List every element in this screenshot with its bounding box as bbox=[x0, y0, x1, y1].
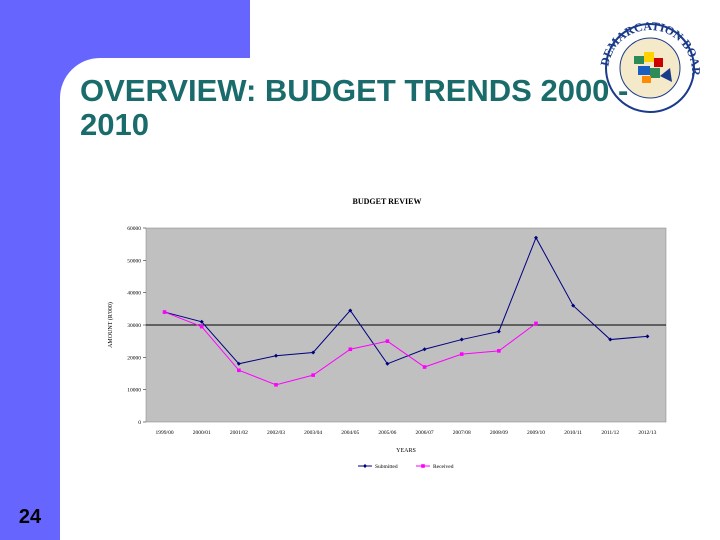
x-tick-label: 2002/03 bbox=[267, 430, 285, 436]
corner-curve bbox=[60, 58, 250, 118]
x-tick-label: 2005/06 bbox=[378, 430, 396, 436]
legend-label: Received bbox=[433, 464, 454, 470]
data-point-received bbox=[534, 321, 538, 326]
x-tick-label: 2006/07 bbox=[416, 430, 434, 436]
x-tick-label: 2007/08 bbox=[453, 430, 471, 436]
series-line-submitted bbox=[164, 236, 648, 365]
chart-title: BUDGET REVIEW bbox=[353, 197, 422, 206]
data-point-submitted bbox=[645, 334, 650, 339]
y-axis-ticks: 0 10000 20000 30000 40000 50000 60000 bbox=[127, 226, 146, 426]
y-tick-label: 50000 bbox=[127, 258, 141, 264]
y-tick-label: 20000 bbox=[127, 355, 141, 361]
x-tick-label: 2008/09 bbox=[490, 430, 508, 436]
data-point-received bbox=[274, 383, 278, 387]
sidebar-band bbox=[0, 0, 60, 540]
chart-legend: Submitted Received bbox=[358, 464, 454, 470]
budget-review-chart: BUDGET REVIEW 0 10000 20000 30000 40000 50000… bbox=[107, 197, 667, 470]
data-point-submitted bbox=[348, 308, 353, 313]
budget-chart: BUDGET REVIEW 0 10000 20000 30000 40000 50000… bbox=[100, 190, 690, 490]
x-tick-label: 2011/12 bbox=[601, 430, 619, 436]
x-tick-label: 2003/04 bbox=[304, 430, 322, 436]
data-point-received bbox=[385, 339, 390, 343]
y-tick-label: 0 bbox=[138, 420, 141, 426]
data-point-received bbox=[162, 310, 167, 314]
y-axis-label: AMOUNT (R'000) bbox=[107, 302, 114, 348]
data-point-submitted bbox=[459, 337, 464, 342]
data-point-submitted bbox=[534, 235, 538, 240]
x-tick-label: 1999/00 bbox=[156, 430, 174, 436]
data-point-received bbox=[459, 352, 464, 356]
data-point-received bbox=[348, 347, 353, 352]
legend-label: Submitted bbox=[375, 464, 398, 470]
x-axis-label: YEARS bbox=[396, 448, 416, 454]
slide-number: 24 bbox=[18, 506, 42, 528]
legend-marker bbox=[421, 464, 425, 468]
slide-title: OVERVIEW: BUDGET TRENDS 2000 - 2010 bbox=[80, 73, 629, 142]
x-tick-label: 2010/11 bbox=[564, 430, 582, 436]
demarcation-board-logo-icon: DEMARCATION BOARD bbox=[594, 8, 703, 113]
data-point-submitted bbox=[274, 353, 278, 358]
data-point-received bbox=[199, 324, 204, 329]
data-point-submitted bbox=[236, 361, 241, 366]
data-point-received bbox=[237, 368, 241, 373]
y-tick-label: 60000 bbox=[127, 226, 141, 232]
y-tick-label: 10000 bbox=[127, 388, 141, 394]
data-point-received bbox=[497, 349, 501, 353]
header-band bbox=[0, 0, 250, 58]
x-axis-ticks: 1999/00 2000/01 2001/02 2002/03 2003/04 2004/… bbox=[156, 430, 657, 436]
legend-marker bbox=[363, 464, 367, 468]
data-point-submitted bbox=[496, 329, 501, 334]
data-point-submitted bbox=[311, 350, 316, 355]
x-tick-label: 2001/02 bbox=[230, 430, 248, 436]
x-tick-label: 2000/01 bbox=[193, 430, 211, 436]
data-point-submitted bbox=[385, 361, 390, 366]
x-tick-label: 2009/10 bbox=[527, 430, 545, 436]
data-point-received bbox=[311, 373, 315, 377]
data-point-submitted bbox=[199, 319, 204, 324]
data-point-submitted bbox=[608, 337, 613, 342]
series-markers bbox=[162, 235, 650, 387]
data-point-submitted bbox=[571, 303, 576, 308]
data-point-submitted bbox=[422, 347, 427, 352]
y-tick-label: 40000 bbox=[127, 291, 141, 297]
y-tick-label: 30000 bbox=[127, 323, 141, 329]
x-tick-label: 2004/05 bbox=[341, 430, 359, 436]
x-tick-label: 2012/13 bbox=[638, 430, 656, 436]
data-point-received bbox=[422, 365, 427, 369]
